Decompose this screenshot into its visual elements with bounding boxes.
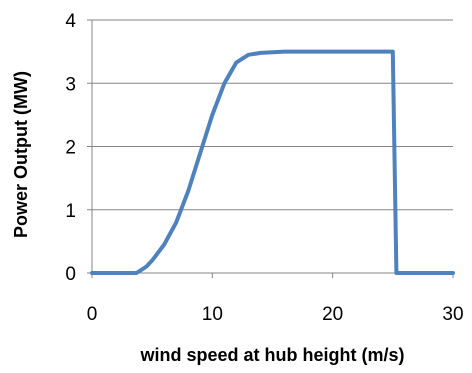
x-tick-label-2: 20	[322, 304, 343, 325]
series-marks	[90, 49, 455, 275]
y-tick-label-3: 3	[65, 74, 76, 95]
x-axis-title: wind speed at hub height (m/s)	[139, 345, 404, 365]
x-tick-label-3: 30	[442, 304, 463, 325]
x-tick-labels: 0 10 20 30	[87, 304, 464, 325]
y-axis-title: Power Output (MW)	[11, 71, 31, 238]
y-tick-label-1: 1	[65, 201, 76, 222]
x-tick-label-1: 10	[202, 304, 223, 325]
axes	[87, 19, 454, 278]
y-tick-label-4: 4	[65, 11, 76, 32]
series-line-0	[90, 49, 455, 275]
gridlines	[92, 19, 453, 211]
x-tick-label-0: 0	[87, 304, 98, 325]
y-tick-label-0: 0	[65, 264, 76, 285]
y-tick-labels: 0 1 2 3 4	[65, 11, 76, 285]
y-tick-label-2: 2	[65, 138, 76, 159]
